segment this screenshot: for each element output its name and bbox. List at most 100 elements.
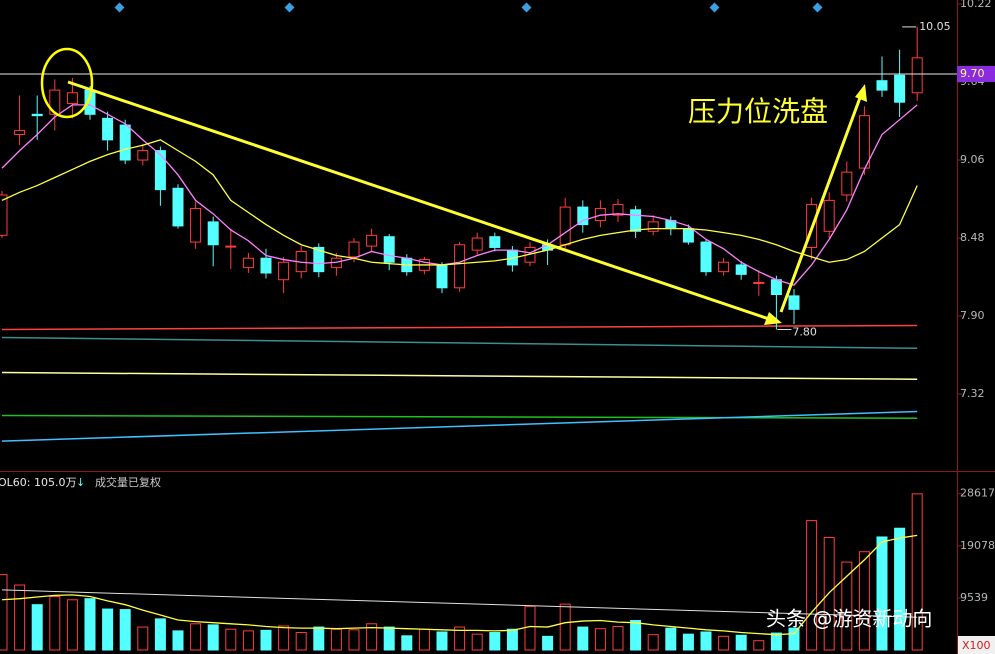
volume-bar	[753, 640, 765, 651]
volume-bar	[383, 626, 395, 651]
candle-body	[682, 228, 694, 243]
volume-bar	[489, 632, 501, 651]
candle-body	[841, 171, 853, 196]
volume-long-line	[1, 589, 918, 618]
low-label: 7.80	[792, 325, 817, 338]
arrow-line	[67, 80, 773, 322]
current-price-label: 9.70	[960, 67, 985, 80]
current-price-box	[957, 65, 995, 82]
candle-body	[894, 74, 906, 103]
candle-body	[718, 261, 730, 273]
candle-body	[911, 57, 923, 94]
volume-bar	[31, 604, 43, 651]
candle-body	[154, 150, 166, 191]
candle-body	[348, 241, 360, 258]
volume-bar	[278, 625, 290, 651]
volume-bar	[313, 626, 325, 651]
candle-body	[630, 209, 642, 232]
ma-line	[1, 104, 918, 286]
candle-body	[753, 281, 765, 284]
arrow-line	[779, 94, 863, 313]
marker	[521, 2, 532, 13]
candle-body	[242, 257, 254, 269]
candle-body	[876, 80, 888, 91]
volume-bar	[911, 493, 923, 651]
volume-bar	[682, 633, 694, 651]
candle-body	[278, 261, 290, 281]
candle-body	[260, 257, 272, 274]
arrow-head	[764, 312, 782, 325]
candle-body	[366, 234, 378, 247]
candle-body	[454, 244, 466, 289]
volume-bar	[225, 628, 237, 651]
long-ma-line	[1, 324, 918, 331]
candle-body	[858, 115, 870, 169]
candle-body	[66, 92, 78, 105]
y-tick-label: 9.06	[960, 153, 985, 166]
candle-body	[207, 221, 219, 246]
volume-bar	[612, 626, 624, 651]
volume-bar	[806, 520, 818, 651]
marker	[812, 2, 823, 13]
volume-ma-line	[1, 534, 918, 636]
y-tick-label: 8.48	[960, 231, 985, 244]
candle-body	[612, 203, 624, 216]
volume-arrow: ↓	[76, 476, 85, 489]
candle-body	[119, 124, 131, 161]
high-label: 10.05	[919, 20, 951, 33]
volume-bar	[14, 584, 26, 651]
volume-bar	[102, 608, 114, 651]
volume-bar	[207, 624, 219, 651]
volume-bar	[330, 628, 342, 651]
marker	[709, 2, 720, 13]
candle-body	[172, 187, 184, 227]
volume-bar	[770, 632, 782, 651]
candle-body	[31, 113, 43, 117]
volume-bar	[66, 599, 78, 651]
volume-bar	[172, 630, 184, 651]
candle-body	[137, 150, 149, 161]
volume-bar	[366, 623, 378, 651]
volume-bar	[154, 618, 166, 651]
arrow-head	[855, 84, 867, 102]
candle-body	[190, 207, 202, 243]
long-ma-line	[1, 336, 918, 350]
candle-body	[647, 221, 659, 232]
candle-body	[436, 264, 448, 289]
volume-bar	[841, 561, 853, 651]
candle-body	[0, 194, 8, 236]
candle-body	[489, 236, 501, 248]
volume-bar	[137, 626, 149, 651]
volume-bar	[436, 631, 448, 651]
markers	[114, 2, 823, 13]
volume-bar	[190, 623, 202, 651]
volume-bar	[542, 635, 554, 651]
candle-body	[102, 117, 114, 141]
volume-bar	[594, 628, 606, 651]
y-tick-label: 7.32	[960, 387, 985, 400]
ma-line	[1, 139, 918, 266]
candle-body	[577, 206, 589, 226]
volume-bar	[876, 536, 888, 651]
volume-bar	[823, 537, 835, 651]
volume-bar	[119, 609, 131, 651]
volume-bar	[858, 551, 870, 651]
candle-body	[788, 295, 800, 310]
candle-body	[559, 206, 571, 246]
marker	[284, 2, 295, 13]
volume-bar	[788, 627, 800, 651]
volume-bar	[894, 527, 906, 651]
volume-bar	[348, 629, 360, 651]
volume-bar	[647, 634, 659, 651]
candle-body	[471, 237, 483, 251]
volume-bar	[700, 631, 712, 651]
volume-bar	[559, 603, 571, 651]
volume-bar	[735, 634, 747, 651]
candle-body	[700, 241, 712, 273]
y-tick-label: 10.22	[960, 0, 992, 10]
volume-bar	[295, 632, 307, 651]
volume-tick-label: 28617	[960, 487, 995, 500]
